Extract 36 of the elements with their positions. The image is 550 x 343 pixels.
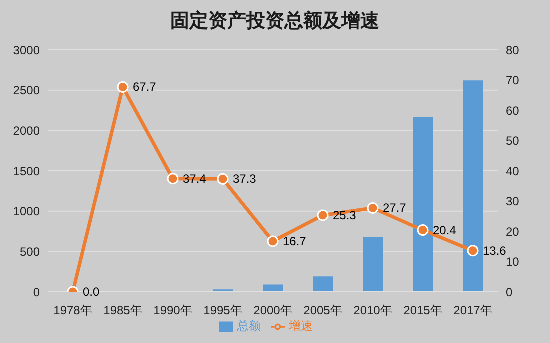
x-tick-label: 2017年: [454, 304, 492, 318]
x-tick-label: 2015年: [404, 304, 442, 318]
data-label: 20.4: [433, 223, 457, 238]
data-label: 27.7: [383, 201, 407, 216]
y2-tick-label: 40: [506, 164, 520, 178]
data-label: 13.6: [483, 244, 507, 258]
y-tick-label: 3000: [13, 43, 40, 58]
x-tick-label: 2005年: [304, 304, 342, 318]
x-tick-label: 1995年: [204, 304, 242, 318]
y2-tick-label: 0: [506, 285, 513, 300]
y-tick-label: 1500: [13, 164, 40, 178]
y-tick-label: 2500: [13, 84, 40, 98]
y-tick-label: 500: [20, 244, 40, 259]
y-tick-label: 1000: [13, 204, 40, 219]
chart-title: 固定资产投资总额及增速: [170, 10, 380, 34]
y2-tick-label: 50: [506, 134, 520, 148]
y2-tick-label: 30: [506, 194, 520, 209]
y2-tick-label: 80: [506, 43, 520, 58]
x-tick-label: 2010年: [354, 304, 392, 318]
x-tick-label: 1985年: [104, 304, 142, 318]
x-tick-label: 2000年: [254, 304, 292, 318]
y2-tick-label: 20: [506, 224, 520, 239]
y-tick-label: 2000: [13, 124, 40, 138]
data-label: 16.7: [283, 234, 307, 248]
legend-label: 总额: [237, 319, 261, 333]
data-label: 37.4: [183, 172, 207, 186]
x-tick-label: 1978年: [54, 304, 92, 318]
y2-tick-label: 70: [506, 74, 520, 88]
data-label: 0.0: [83, 285, 100, 299]
x-tick-label: 1990年: [154, 304, 192, 318]
y-tick-label: 0: [33, 285, 40, 300]
data-label: 37.3: [233, 172, 257, 186]
legend-label: 增速: [289, 319, 313, 333]
y2-tick-label: 10: [506, 255, 520, 270]
data-label: 67.7: [133, 80, 157, 94]
y2-tick-label: 60: [506, 104, 520, 118]
